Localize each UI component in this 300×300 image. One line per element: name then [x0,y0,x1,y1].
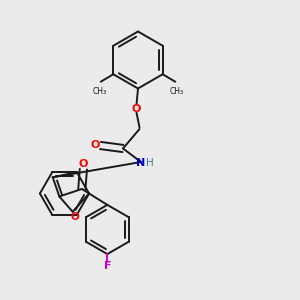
Text: O: O [132,103,141,114]
Text: H: H [146,158,153,168]
Text: CH₃: CH₃ [92,87,106,96]
Text: N: N [136,158,145,169]
Text: F: F [103,261,111,271]
Text: CH₃: CH₃ [170,87,184,96]
Text: O: O [79,159,88,169]
Text: O: O [71,212,80,222]
Text: O: O [91,140,100,150]
